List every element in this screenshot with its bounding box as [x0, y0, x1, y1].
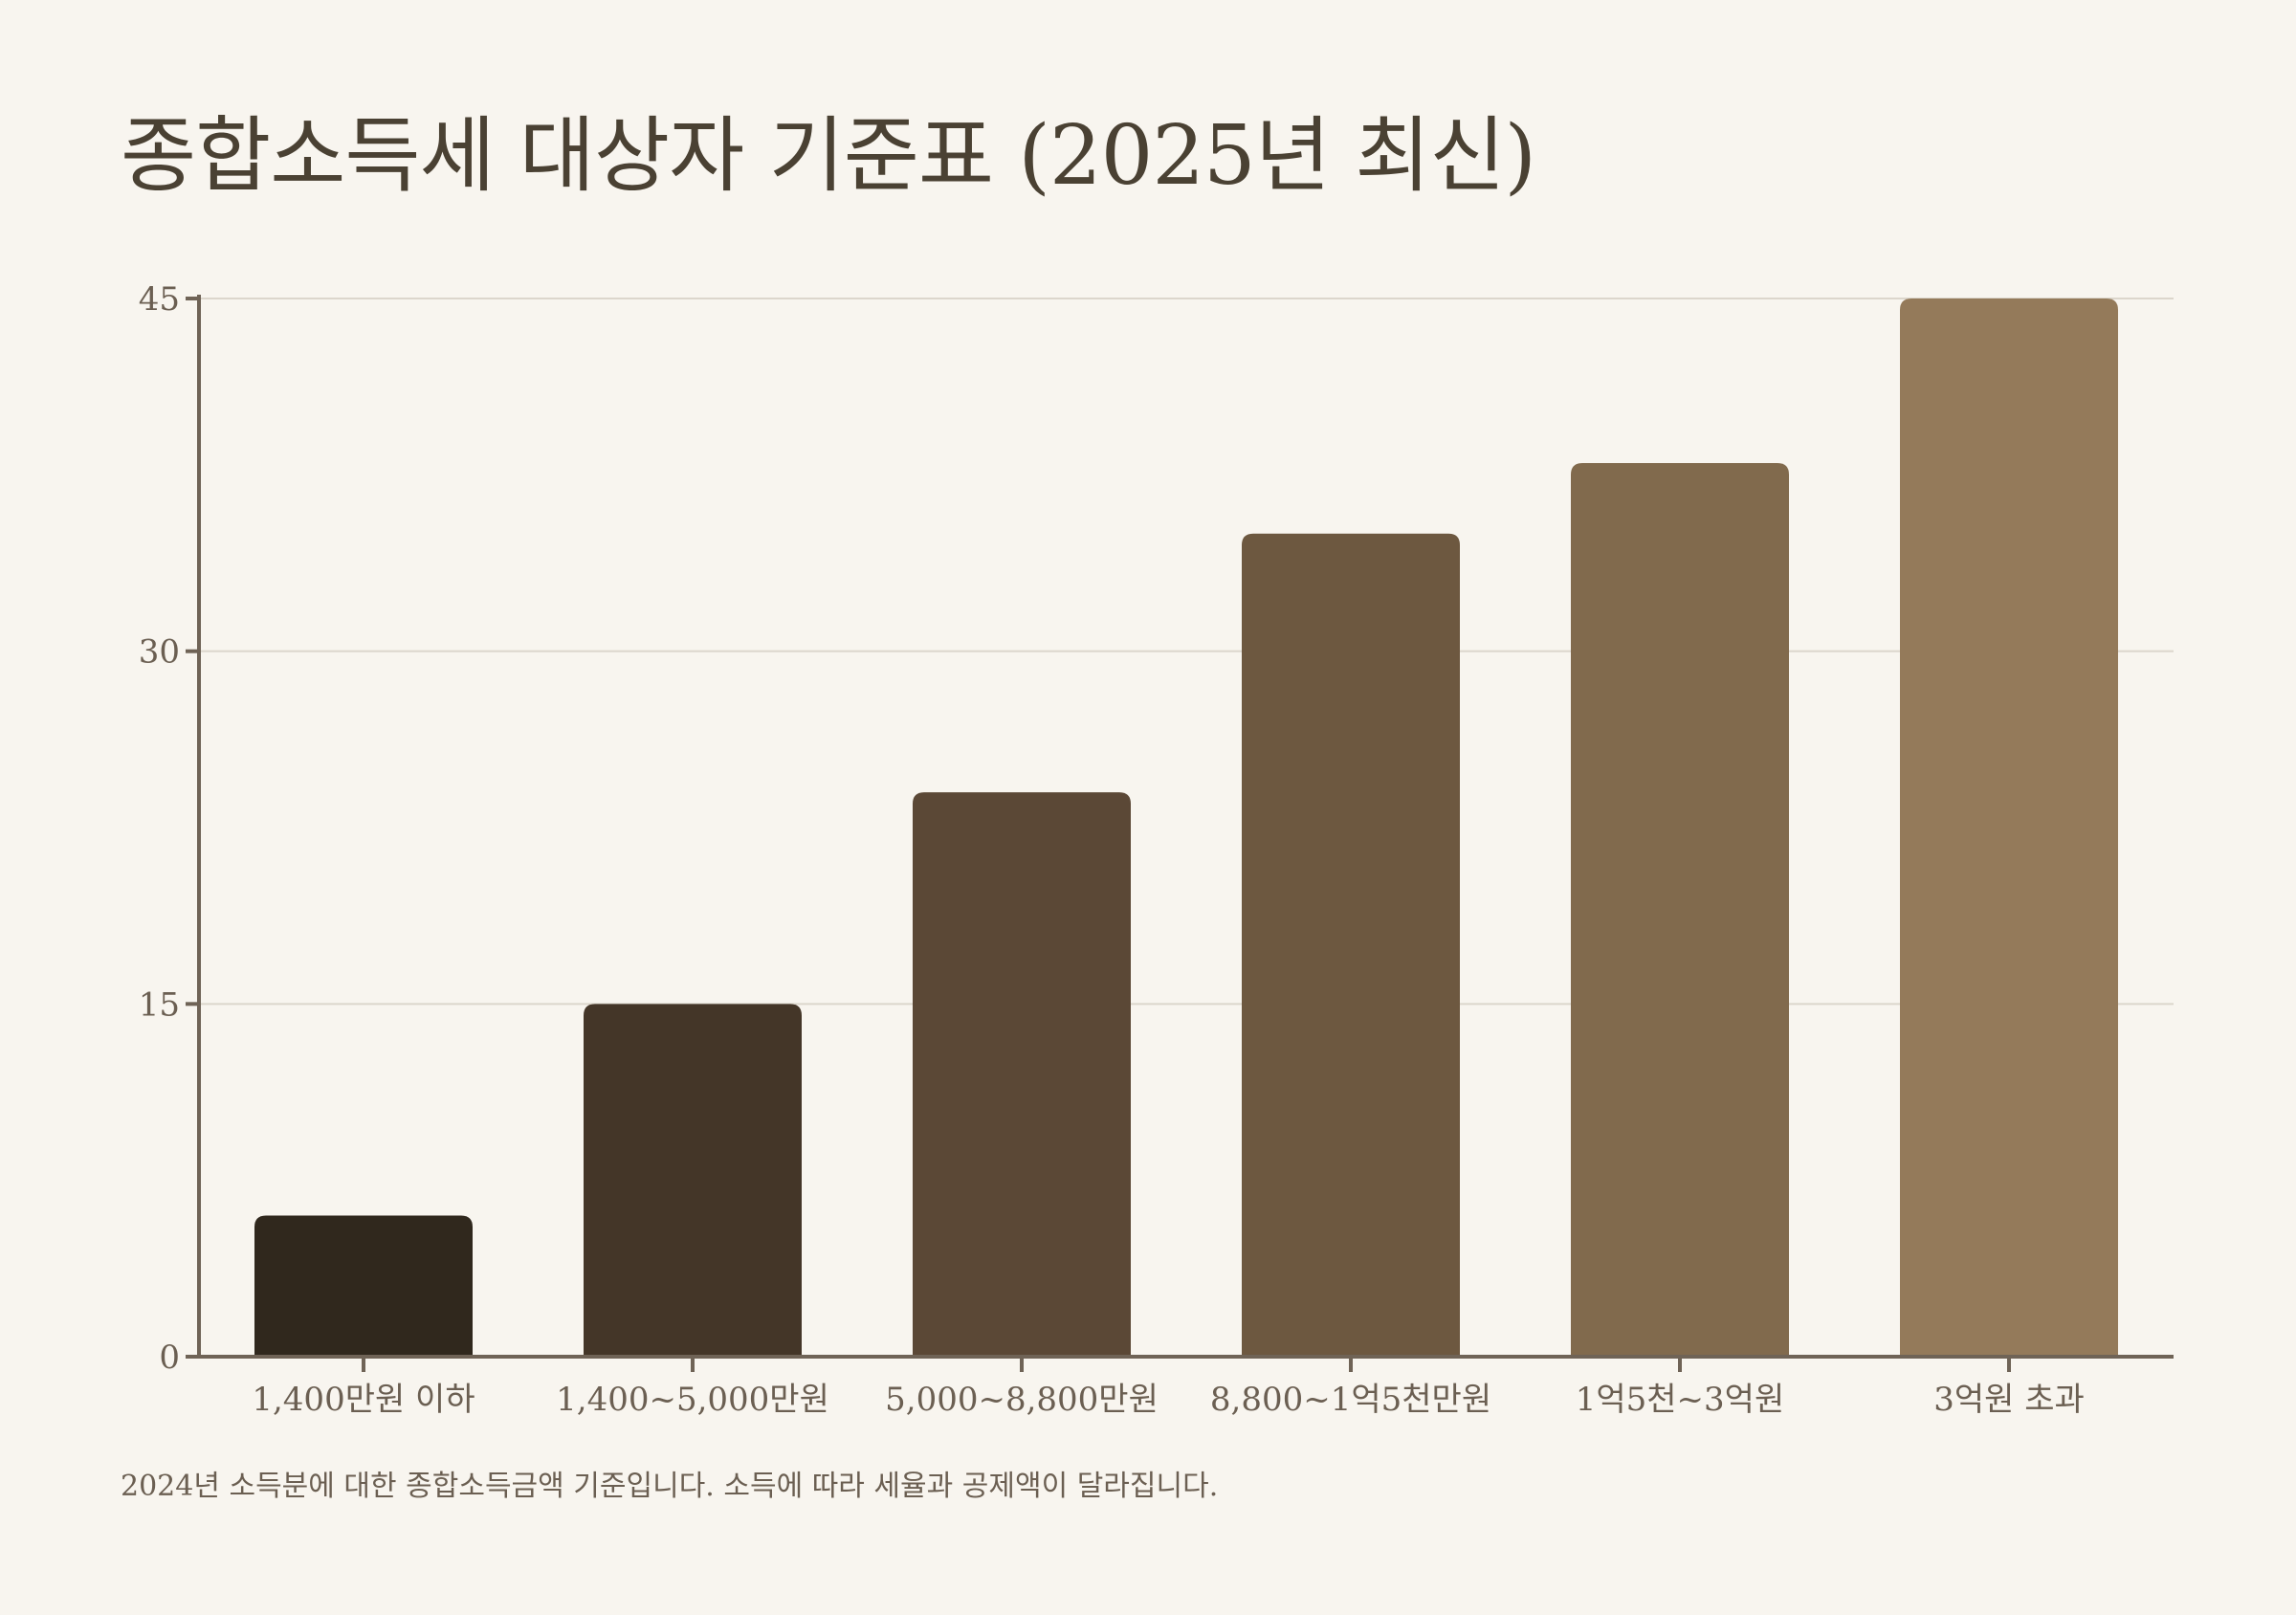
y-tick-label-45: 45 [139, 280, 180, 319]
chart-title: 종합소득세 대상자 기준표 (2025년 최신) [121, 108, 1536, 204]
axes [186, 295, 2174, 1372]
bar-3 [913, 792, 1131, 1357]
y-tick-label-0: 0 [159, 1338, 180, 1377]
x-tick-label-2: 1,400~5,000만원 [556, 1381, 829, 1419]
bar-2 [584, 1004, 802, 1357]
tick-labels: 0 15 30 45 1,400만원 이하 1,400~5,000만원 5,000~8,80… [139, 280, 2085, 1419]
bars [254, 299, 2118, 1357]
footnote: 2024년 소득분에 대한 종합소득금액 기준입니다. 소득에 따라 세율과 공… [121, 1470, 1219, 1503]
bar-5 [1571, 463, 1789, 1357]
x-tick-label-3: 5,000~8,800만원 [885, 1381, 1159, 1419]
gridlines [199, 298, 2174, 1006]
x-tick-label-5: 1억5천~3억원 [1576, 1381, 1785, 1419]
bar-4 [1242, 533, 1460, 1357]
x-tick-label-1: 1,400만원 이하 [252, 1381, 475, 1419]
x-tick-label-6: 3억원 초과 [1933, 1381, 2085, 1419]
x-tick-label-4: 8,800~1억5천만원 [1210, 1381, 1491, 1419]
bar-1 [254, 1215, 473, 1357]
y-tick-label-30: 30 [139, 633, 180, 672]
y-tick-label-15: 15 [139, 985, 180, 1024]
bar-6 [1900, 299, 2118, 1357]
